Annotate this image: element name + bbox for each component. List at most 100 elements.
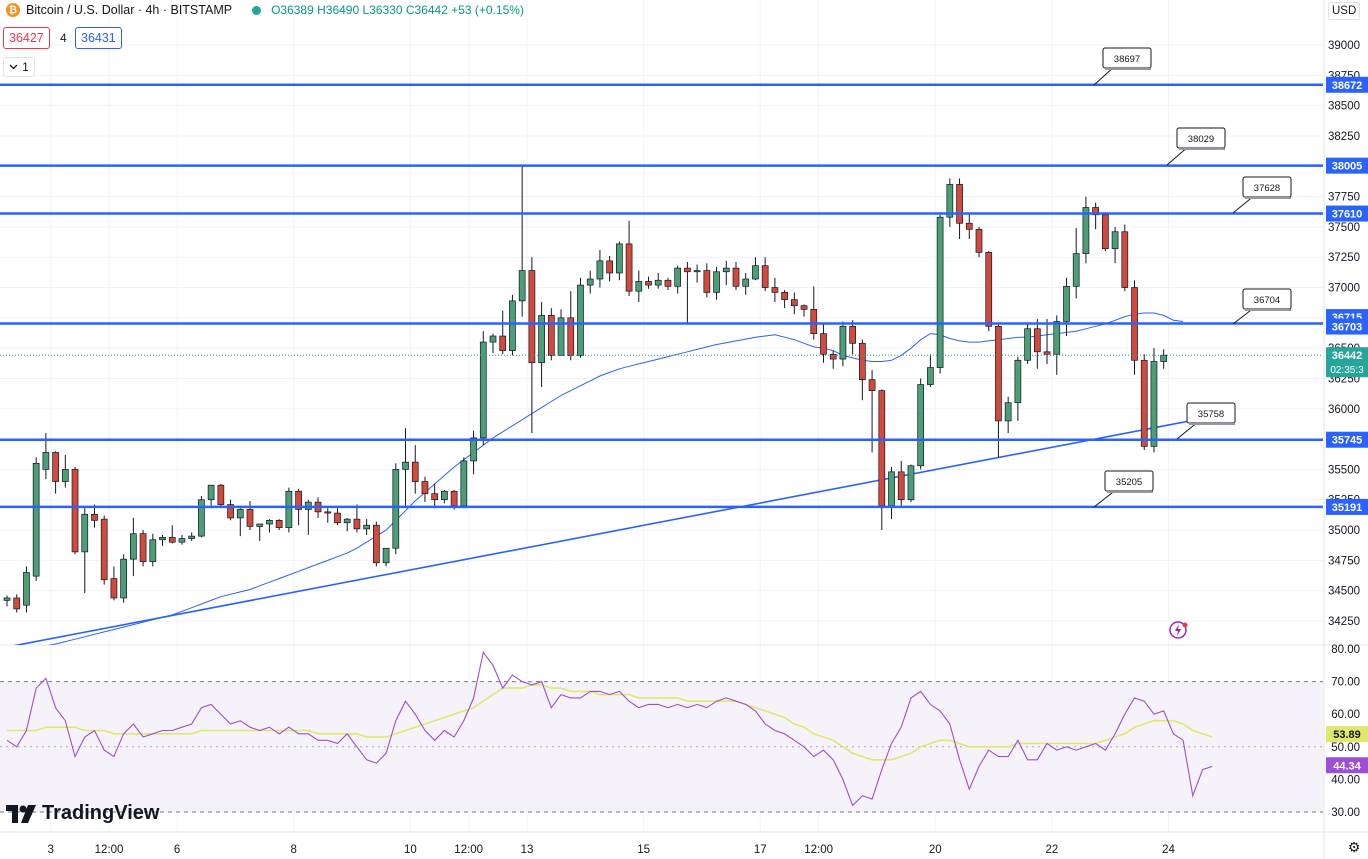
candle-body xyxy=(722,267,730,273)
candle-bullish xyxy=(285,487,293,533)
level-callout: 38029 xyxy=(1166,127,1226,166)
price-tick-label: 34750 xyxy=(1328,555,1360,567)
candle-bullish xyxy=(518,165,526,317)
candle-body xyxy=(936,216,944,368)
settings-gear-icon[interactable]: ⚙ xyxy=(1347,839,1361,855)
price-tick-label: 36000 xyxy=(1328,404,1360,416)
candle-bullish xyxy=(402,428,409,506)
candle-body xyxy=(275,520,283,528)
candle-body xyxy=(168,536,176,543)
candle-bullish xyxy=(81,508,89,594)
candle-body xyxy=(198,499,205,537)
candle-bullish xyxy=(207,484,215,509)
candle-bullish xyxy=(674,265,682,294)
price-badge-bg xyxy=(1326,318,1368,335)
candle-body xyxy=(91,513,98,521)
candle-body xyxy=(1082,207,1090,254)
candle-bullish xyxy=(1024,322,1031,364)
candle-bullish xyxy=(722,260,730,286)
candle-body xyxy=(421,481,429,495)
price-badge: 38005 xyxy=(1326,157,1368,174)
candle-body xyxy=(878,390,886,507)
candle-bearish xyxy=(956,178,963,240)
candle-bullish xyxy=(1014,356,1022,421)
candle-bearish xyxy=(897,460,905,506)
candle-body xyxy=(518,270,526,302)
candle-bullish xyxy=(159,534,166,546)
time-tick-label: 12:00 xyxy=(454,844,483,856)
candle-bearish xyxy=(1121,224,1129,292)
price-badge-bg xyxy=(1326,76,1368,93)
candle-body xyxy=(489,335,497,343)
symbol-title[interactable]: Bitcoin / U.S. Dollar · 4h · BITSTAMP xyxy=(26,3,233,17)
candle-body xyxy=(373,524,380,564)
candle-body xyxy=(100,518,108,581)
price-badge-bg xyxy=(1326,157,1368,174)
candle-bullish xyxy=(586,270,594,294)
spread-value: 4 xyxy=(60,31,67,45)
candle-body xyxy=(450,490,458,507)
sell-button[interactable]: 36427 xyxy=(3,27,50,49)
moving-average-line xyxy=(47,312,1184,645)
callout-label: 37628 xyxy=(1254,183,1280,194)
rsi-badge-bg xyxy=(1326,726,1368,743)
price-tick-label: 34500 xyxy=(1328,586,1360,598)
candle-bearish xyxy=(625,220,633,297)
candle-bearish xyxy=(334,508,341,526)
candle-body xyxy=(1111,231,1119,250)
price-tick-label: 37000 xyxy=(1328,283,1360,295)
candle-bullish xyxy=(343,517,351,532)
callout-shadow xyxy=(1189,423,1235,425)
candle-body xyxy=(859,342,866,381)
candle-body xyxy=(810,309,818,334)
candle-body xyxy=(120,558,127,599)
level-callout: 37628 xyxy=(1232,176,1292,214)
candle-body xyxy=(654,279,662,286)
candle-body xyxy=(246,509,254,527)
candle-bearish xyxy=(431,483,439,509)
price-badge: 38672 xyxy=(1326,76,1368,93)
symbol-legend: ₿ Bitcoin / U.S. Dollar · 4h · BITSTAMP … xyxy=(6,3,524,17)
candle-body xyxy=(334,512,341,524)
candle-bearish xyxy=(217,483,225,508)
candle-body xyxy=(431,493,439,501)
candle-body xyxy=(139,533,147,562)
candle-body xyxy=(353,518,361,530)
candle-body xyxy=(713,271,720,293)
candle-body xyxy=(839,325,847,360)
buy-button[interactable]: 36431 xyxy=(75,27,122,49)
candle-bullish xyxy=(470,430,477,475)
candle-bearish xyxy=(168,525,176,544)
candle-bullish xyxy=(693,264,701,283)
chevron-down-icon xyxy=(9,64,18,70)
candle-body xyxy=(227,504,234,519)
candle-bearish xyxy=(100,515,108,585)
collapse-indicators-button[interactable]: 1 xyxy=(3,57,35,77)
candle-bearish xyxy=(781,289,788,309)
candle-bearish xyxy=(995,323,1002,458)
time-tick-label: 15 xyxy=(637,844,650,856)
candle-body xyxy=(645,281,652,286)
time-tick-label: 24 xyxy=(1162,844,1175,856)
time-tick-label: 8 xyxy=(291,844,297,856)
candle-bearish xyxy=(664,277,672,290)
price-tick-label: 34250 xyxy=(1328,616,1360,628)
candle-body xyxy=(616,243,623,274)
candle-bearish xyxy=(1033,319,1041,369)
candle-bearish xyxy=(703,263,711,298)
candle-body xyxy=(625,243,633,292)
candle-body xyxy=(752,265,759,280)
candle-body xyxy=(130,533,137,560)
candle-body xyxy=(693,270,701,273)
candle-body xyxy=(1004,402,1012,422)
candle-body xyxy=(732,267,740,287)
candle-bullish xyxy=(713,266,720,300)
candle-body xyxy=(52,452,59,482)
candle-body xyxy=(888,471,895,507)
currency-button[interactable]: USD xyxy=(1328,2,1361,20)
bitcoin-icon: ₿ xyxy=(6,3,20,17)
flash-event-icon xyxy=(1169,621,1188,639)
candle-bearish xyxy=(820,322,827,363)
